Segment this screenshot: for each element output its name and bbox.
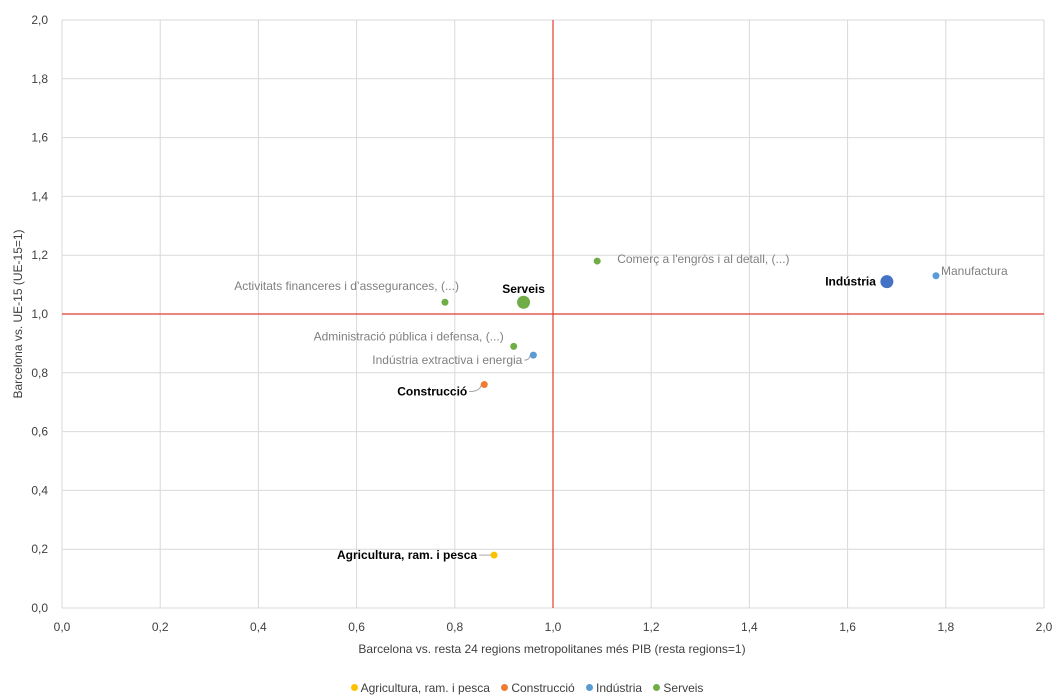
x-tick-label: 1,0: [545, 620, 562, 634]
leader-line: [469, 384, 482, 393]
point-label: Activitats financeres i d’assegurances, …: [234, 279, 459, 293]
point-label: Construcció: [397, 385, 467, 399]
y-tick-label: 2,0: [31, 13, 48, 27]
data-point: [441, 298, 449, 306]
data-point: [880, 275, 894, 289]
point-label: Administració pública i defensa, (...): [314, 329, 504, 343]
legend-label: Serveis: [663, 680, 704, 695]
data-point: [932, 272, 940, 280]
point-label: Agricultura, ram. i pesca: [337, 548, 477, 562]
x-tick-label: 0,8: [446, 620, 463, 634]
data-point: [480, 381, 488, 389]
y-tick-label: 1,6: [31, 131, 48, 145]
data-points: [441, 257, 940, 559]
legend-item-agricultura: Agricultura, ram. i pesca: [350, 680, 490, 695]
x-tick-label: 0,0: [54, 620, 71, 634]
x-tick-label: 0,4: [250, 620, 267, 634]
y-tick-label: 0,8: [31, 366, 48, 380]
data-point: [529, 351, 537, 359]
legend-label: Indústria: [596, 680, 643, 695]
point-label: Serveis: [502, 282, 545, 296]
data-point: [517, 295, 531, 309]
leader-lines: [469, 355, 531, 556]
point-label: Manufactura: [941, 264, 1008, 278]
x-tick-label: 1,8: [937, 620, 954, 634]
x-tick-label: 1,2: [643, 620, 660, 634]
tick-labels: 0,0 0,2 0,4 0,6 0,8 1,0 1,2 1,4 1,6 1,8 2,0 0,0 0,2 0…: [31, 13, 1052, 634]
y-tick-label: 0,2: [31, 542, 48, 556]
point-label: Indústria extractiva i energia: [372, 353, 522, 367]
legend-marker: [350, 684, 358, 692]
leader-line: [524, 355, 531, 361]
point-label: Comerç a l'engròs i al detall, (...): [617, 252, 789, 266]
y-tick-label: 0,6: [31, 425, 48, 439]
x-tick-label: 0,6: [348, 620, 365, 634]
y-tick-label: 1,4: [31, 189, 48, 203]
legend-marker: [501, 684, 509, 692]
data-point: [490, 551, 498, 559]
y-tick-label: 1,2: [31, 248, 48, 262]
legend-marker: [653, 684, 661, 692]
x-tick-label: 1,6: [839, 620, 856, 634]
y-tick-label: 0,4: [31, 483, 48, 497]
x-tick-label: 2,0: [1036, 620, 1053, 634]
y-axis-title: Barcelona vs. UE-15 (UE-15=1): [11, 229, 25, 398]
y-tick-label: 0,0: [31, 601, 48, 615]
legend-marker: [586, 684, 594, 692]
point-label: Indústria: [825, 275, 876, 289]
chart-legend: Agricultura, ram. i pesca Construcció In…: [0, 680, 1054, 695]
x-tick-label: 1,4: [741, 620, 758, 634]
legend-item-construccio: Construcció: [501, 680, 575, 695]
legend-label: Construcció: [511, 680, 575, 695]
x-tick-label: 0,2: [152, 620, 169, 634]
y-tick-label: 1,0: [31, 307, 48, 321]
x-axis-title: Barcelona vs. resta 24 regions metropoli…: [358, 642, 745, 656]
legend-item-industria: Indústria: [586, 680, 642, 695]
reference-lines: [62, 20, 1044, 608]
point-labels: Agricultura, ram. i pesca Construcció Indú…: [234, 252, 1008, 562]
y-tick-label: 1,8: [31, 72, 48, 86]
data-point: [593, 257, 601, 265]
legend-label: Agricultura, ram. i pesca: [360, 680, 490, 695]
legend-item-serveis: Serveis: [653, 680, 703, 695]
data-point: [510, 342, 518, 350]
